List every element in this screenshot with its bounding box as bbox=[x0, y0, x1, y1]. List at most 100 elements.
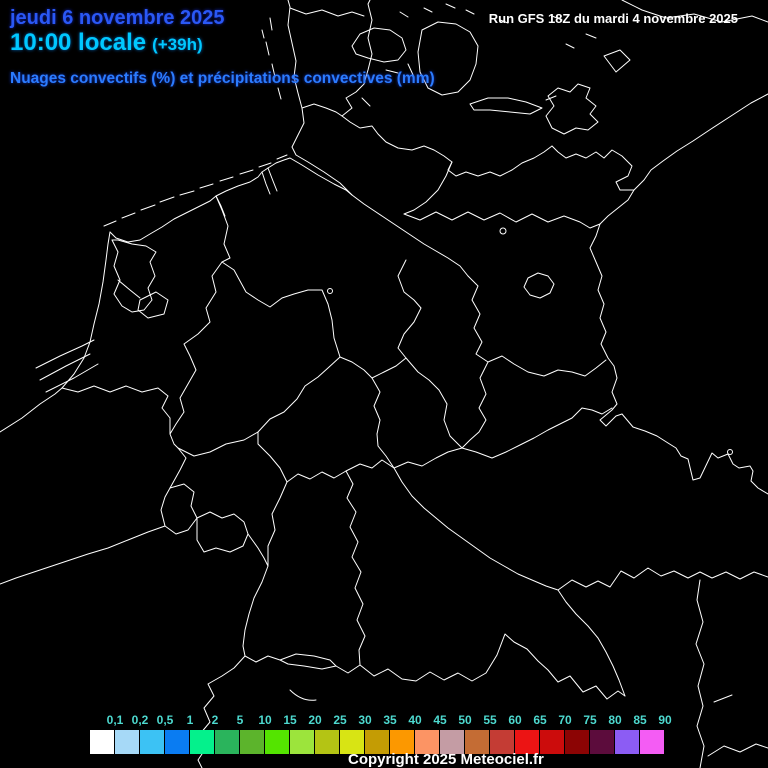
flevoland bbox=[137, 291, 169, 319]
legend-label: 50 bbox=[458, 713, 472, 727]
legend-swatch bbox=[115, 730, 139, 754]
border-hesse-east bbox=[371, 377, 381, 435]
jade-estuary bbox=[261, 171, 271, 195]
sweden-coast bbox=[621, 0, 768, 23]
border-cz-west-tip bbox=[376, 433, 395, 469]
luxembourg-outline bbox=[160, 483, 198, 535]
legend-swatch bbox=[315, 730, 339, 754]
border-hesse-bw bbox=[286, 470, 347, 483]
legend-swatch bbox=[90, 730, 114, 754]
coast-german-bight bbox=[215, 167, 269, 197]
border-fr-de-rhine bbox=[242, 481, 288, 657]
border-sa-thuringia bbox=[461, 361, 489, 449]
legend-label: 80 bbox=[608, 713, 622, 727]
adriatic-coast bbox=[707, 694, 768, 757]
legend-swatch bbox=[415, 730, 439, 754]
border-de-cz-bavaria bbox=[393, 467, 559, 591]
forecast-offset: (+39h) bbox=[152, 35, 203, 54]
legend-swatch bbox=[565, 730, 589, 754]
legend-label: 1 bbox=[186, 713, 194, 727]
legend-label: 20 bbox=[308, 713, 322, 727]
ruegen-island bbox=[545, 83, 599, 135]
elbe-estuary-south bbox=[267, 157, 353, 196]
legend-label: 0,5 bbox=[156, 713, 174, 727]
legend-label: 2 bbox=[211, 713, 219, 727]
legend-label: 30 bbox=[358, 713, 372, 727]
legend-label: 35 bbox=[383, 713, 397, 727]
border-cz-at bbox=[557, 567, 768, 591]
legend-swatch bbox=[515, 730, 539, 754]
copyright-notice: Copyright 2025 Meteociel.fr bbox=[348, 751, 544, 768]
legend-swatch bbox=[165, 730, 189, 754]
border-bb-saxony bbox=[487, 355, 607, 377]
ijsselmeer bbox=[111, 239, 157, 313]
small-danish-islands bbox=[361, 3, 597, 107]
border-ch-basel bbox=[244, 655, 281, 663]
border-de-at-inn bbox=[557, 589, 626, 697]
border-de-at-alps bbox=[335, 633, 626, 700]
sjaelland-island bbox=[417, 21, 479, 96]
weser-estuary bbox=[267, 167, 278, 192]
time-line: 10:00 locale (+39h) bbox=[10, 29, 203, 57]
legend-label: 55 bbox=[483, 713, 497, 727]
border-nrw-north bbox=[221, 261, 341, 358]
small-enclave bbox=[727, 449, 733, 455]
zeeland-island bbox=[45, 363, 99, 393]
bodensee-lake bbox=[279, 653, 337, 670]
legend-label: 65 bbox=[533, 713, 547, 727]
frisian-islands bbox=[103, 154, 288, 227]
border-sh-mv bbox=[403, 161, 453, 215]
baltic-coast-west bbox=[341, 115, 553, 177]
legend-label: 60 bbox=[508, 713, 522, 727]
legend-label: 15 bbox=[283, 713, 297, 727]
berlin-ring bbox=[523, 272, 555, 299]
legend-swatch bbox=[465, 730, 489, 754]
legend-swatch bbox=[390, 730, 414, 754]
legend-label: 85 bbox=[633, 713, 647, 727]
national-borders bbox=[0, 103, 768, 768]
border-de-cz-erzgebirge bbox=[393, 407, 613, 469]
border-thuringia-saxony bbox=[405, 357, 463, 449]
border-be-de bbox=[169, 447, 187, 489]
legend-swatch bbox=[140, 730, 164, 754]
border-hesse-north bbox=[339, 356, 373, 379]
jutland-east-coast bbox=[341, 0, 373, 117]
legend-label: 45 bbox=[433, 713, 447, 727]
border-be-nl bbox=[61, 385, 171, 435]
border-de-pl-oder bbox=[589, 189, 635, 427]
fyn-island bbox=[351, 27, 407, 63]
legend-swatch bbox=[265, 730, 289, 754]
bornholm-island bbox=[603, 49, 631, 73]
model-run-info: Run GFS 18Z du mardi 4 novembre 2025 bbox=[488, 11, 738, 26]
coast-holland bbox=[61, 231, 111, 389]
legend-swatch bbox=[440, 730, 464, 754]
german-state-borders bbox=[177, 161, 733, 666]
border-pl-cz bbox=[621, 413, 768, 495]
baltic-coast-east bbox=[551, 93, 768, 191]
border-fr-be bbox=[0, 525, 166, 585]
coast-schleswig-west bbox=[287, 0, 353, 196]
legend-swatch bbox=[340, 730, 364, 754]
border-thuringia-nw bbox=[371, 357, 407, 379]
border-franconia bbox=[345, 459, 395, 472]
legend-swatch bbox=[290, 730, 314, 754]
border-sa-bb bbox=[467, 275, 489, 363]
markermeer bbox=[117, 279, 141, 299]
coast-wadden bbox=[109, 195, 217, 243]
legend-label: 25 bbox=[333, 713, 347, 727]
legend-label: 5 bbox=[236, 713, 244, 727]
legend-label: 0,1 bbox=[106, 713, 124, 727]
legend-swatch bbox=[190, 730, 214, 754]
border-mv-bb bbox=[403, 211, 601, 229]
legend-swatch bbox=[640, 730, 664, 754]
border-dk-de bbox=[301, 103, 343, 117]
border-nl-de bbox=[169, 195, 231, 449]
limfjord bbox=[289, 7, 365, 17]
border-bw-bavaria bbox=[345, 470, 366, 666]
border-at-hu bbox=[695, 579, 705, 768]
legend-label: 70 bbox=[558, 713, 572, 727]
legend-swatch bbox=[590, 730, 614, 754]
